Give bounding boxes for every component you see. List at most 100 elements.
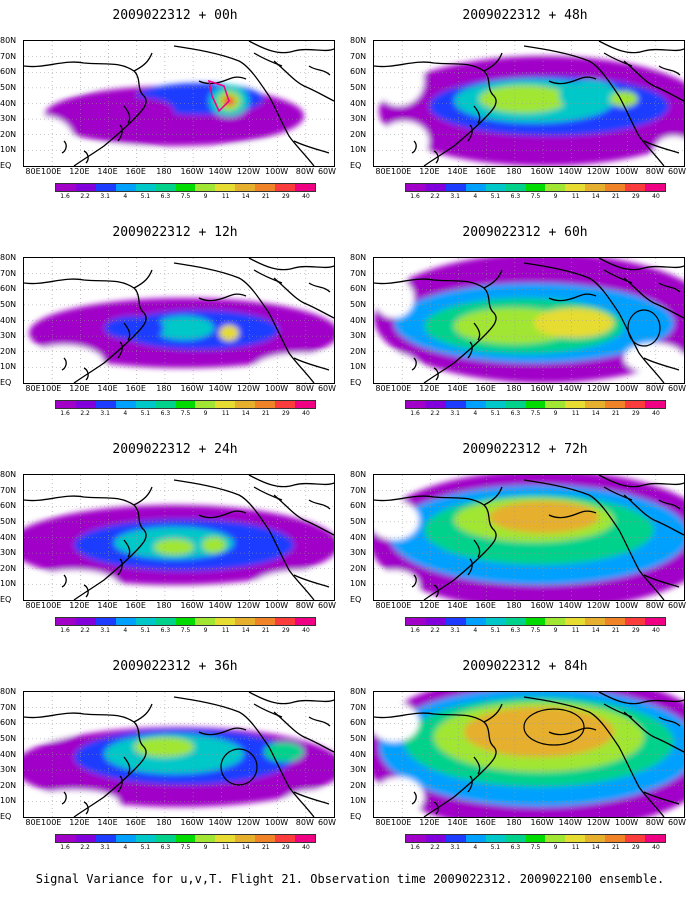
variance-contour-4 — [104, 316, 164, 340]
longitude-tick-label: 140E — [447, 601, 468, 610]
latitude-tick-label: 30N — [350, 114, 367, 124]
colorbar-swatch — [505, 401, 526, 408]
coastline — [173, 262, 315, 383]
low-variance-area — [44, 146, 164, 166]
colorbar-swatch — [525, 618, 546, 625]
latitude-tick-label: 20N — [0, 346, 17, 356]
low-variance-area — [294, 51, 334, 91]
coastlines — [24, 692, 334, 817]
colorbar-swatch — [585, 618, 606, 625]
colorbar-swatch — [295, 401, 315, 408]
coastline — [293, 357, 330, 371]
longitude-tick-label: 140W — [208, 384, 232, 393]
map-panel: 2009022312 + 36h 80N 70N 60N 50N 40N 30N 20N 10N… — [0, 651, 350, 876]
latitude-tick-label: 70N — [350, 268, 367, 278]
longitude-axis: 80E 100E 120E 140E 160E 180 160W 140W 120W 100W 80… — [373, 384, 686, 394]
longitude-tick-label: 100W — [615, 818, 639, 827]
colorbar-swatch — [215, 401, 236, 408]
coastline — [598, 258, 684, 271]
latitude-tick-label: 10N — [0, 145, 17, 155]
colorbar-swatch — [175, 835, 196, 842]
longitude-tick-label: 180 — [156, 601, 172, 610]
latitude-tick-label: 30N — [0, 114, 17, 124]
colorbar-tick-label: 4 — [473, 193, 478, 200]
colorbar-swatch — [625, 401, 646, 408]
coastline — [598, 475, 684, 488]
colorbar-tick-label: 2.2 — [430, 193, 440, 200]
colorbar-tick-label: 3.1 — [100, 627, 110, 634]
coastline — [133, 486, 153, 506]
coastline — [658, 499, 681, 510]
coastline — [623, 711, 684, 753]
latitude-axis: 80N 70N 60N 50N 40N 30N 20N 10N EQ — [350, 470, 372, 604]
colorbar-tick-label: 4 — [473, 410, 478, 417]
coastline — [173, 45, 315, 166]
coastline — [623, 494, 684, 536]
coastline — [253, 52, 283, 67]
colorbar-swatch — [255, 184, 276, 191]
colorbar-swatch — [406, 618, 426, 625]
colorbar-tick-label: 5.1 — [490, 193, 501, 200]
colorbar-tick-label: 2.2 — [80, 627, 90, 634]
coastlines — [374, 258, 684, 383]
colorbar-tick-label: 4 — [123, 627, 128, 634]
colorbar-tick-label: 21 — [611, 193, 620, 200]
colorbar-tick-label: 7.5 — [530, 410, 541, 417]
coastline — [643, 574, 680, 588]
variance-map — [24, 258, 334, 383]
low-variance-area — [29, 790, 119, 814]
latitude-tick-label: 60N — [0, 501, 17, 511]
colorbar-tick-label: 6.3 — [510, 410, 521, 417]
graticule — [374, 692, 684, 817]
coastline — [483, 52, 503, 72]
latitude-tick-label: 50N — [350, 299, 367, 309]
colorbar-swatch — [95, 401, 116, 408]
coastline — [198, 293, 247, 302]
coastline — [623, 277, 684, 319]
variance-field — [24, 704, 334, 814]
map-panel: 2009022312 + 00h 80N 70N 60N 50N 40N 30N 20N 10N… — [0, 0, 350, 225]
longitude-tick-label: 100W — [265, 167, 289, 176]
coastline — [133, 703, 153, 723]
latitude-tick-label: 80N — [350, 470, 367, 479]
colorbar-swatch — [155, 184, 176, 191]
colorbar-swatch — [275, 184, 296, 191]
colorbar-tick-label: 6.3 — [160, 844, 171, 851]
variance-map — [374, 41, 684, 166]
colorbar-tick-label: 9 — [203, 627, 208, 634]
longitude-axis: 80E 100E 120E 140E 160E 180 160W 140W 120W 100W 80… — [23, 818, 336, 828]
colorbar-tick-label: 7.5 — [530, 193, 541, 200]
colorbar-swatch — [195, 184, 216, 191]
colorbar-swatch — [75, 835, 96, 842]
coastline — [374, 712, 497, 817]
colorbar-swatch — [215, 184, 236, 191]
variance-contour-4 — [559, 80, 619, 112]
colorbar-tick-label: 2.2 — [430, 627, 440, 634]
colorbar-tick-label: 21 — [611, 844, 620, 851]
map-frame — [23, 40, 335, 167]
longitude-tick-label: 160E — [475, 601, 496, 610]
colorbar-tick-label: 11 — [571, 627, 580, 634]
colorbar-swatch — [235, 184, 256, 191]
panel-title: 2009022312 + 48h — [462, 8, 588, 23]
colorbar-tick-label: 29 — [282, 193, 290, 200]
longitude-tick-label: 60W — [317, 167, 337, 176]
colorbar-tick-label: 7.5 — [180, 627, 191, 634]
latitude-tick-label: 50N — [350, 516, 367, 526]
colorbar-swatches — [405, 400, 666, 409]
longitude-tick-label: 60W — [667, 601, 687, 610]
longitude-axis: 80E 100E 120E 140E 160E 180 160W 140W 120W 100W 80… — [23, 601, 336, 611]
colorbar-tick-label: 40 — [302, 844, 310, 851]
variance-contour-3 — [479, 85, 569, 113]
colorbar-swatch — [505, 835, 526, 842]
colorbar-swatches — [55, 617, 316, 626]
colorbar-tick-label: 3.1 — [450, 193, 460, 200]
coastlines — [24, 41, 334, 166]
coastline — [253, 269, 283, 284]
longitude-tick-label: 100W — [615, 601, 639, 610]
colorbar-tick-label: 29 — [632, 193, 640, 200]
colorbar: 1.6 2.2 3.1 4 5.1 6.3 7.5 9 11 14 21 29 40 — [405, 617, 666, 639]
coastline — [603, 52, 633, 67]
coastline — [24, 712, 147, 817]
latitude-axis: 80N 70N 60N 50N 40N 30N 20N 10N EQ — [350, 254, 372, 387]
